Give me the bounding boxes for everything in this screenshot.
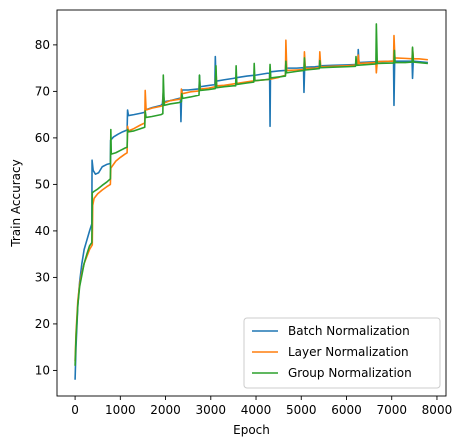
x-tick-label: 3000 (196, 403, 227, 417)
y-tick-label: 30 (35, 270, 50, 284)
x-tick-label: 5000 (286, 403, 317, 417)
y-tick-label: 60 (35, 131, 50, 145)
y-tick-label: 80 (35, 38, 50, 52)
x-tick-label: 7000 (376, 403, 407, 417)
legend: Batch Normalization Layer Normalization … (243, 317, 441, 389)
legend-label-batch-normalization: Batch Normalization (288, 324, 410, 338)
x-tick-label: 4000 (241, 403, 272, 417)
x-axis-ticks: 0 1000 2000 3000 4000 5000 6000 7000 8000 (71, 396, 452, 417)
legend-box (243, 317, 441, 389)
legend-label-layer-normalization: Layer Normalization (288, 345, 409, 359)
plot-lines (74, 23, 428, 380)
y-axis-ticks: 10 20 30 40 50 60 70 80 (35, 38, 57, 377)
y-tick-label: 10 (35, 363, 50, 377)
legend-entry-layer-normalization: Layer Normalization (252, 345, 409, 359)
x-tick-label: 6000 (331, 403, 362, 417)
x-tick-label: 8000 (422, 403, 453, 417)
legend-label-group-normalization: Group Normalization (288, 366, 412, 380)
y-tick-label: 20 (35, 317, 50, 331)
y-tick-label: 40 (35, 224, 50, 238)
series-line-layer-normalization (74, 34, 428, 362)
x-axis-label: Epoch (233, 423, 270, 437)
series-line-group-normalization (74, 23, 428, 366)
legend-entry-batch-normalization: Batch Normalization (252, 324, 410, 338)
y-axis-label: Train Accuracy (9, 159, 23, 247)
y-tick-label: 50 (35, 177, 50, 191)
x-tick-label: 2000 (150, 403, 181, 417)
x-tick-label: 1000 (105, 403, 136, 417)
x-tick-label: 0 (71, 403, 79, 417)
y-tick-label: 70 (35, 84, 50, 98)
legend-entry-group-normalization: Group Normalization (252, 366, 412, 380)
plot-frame (56, 9, 447, 397)
